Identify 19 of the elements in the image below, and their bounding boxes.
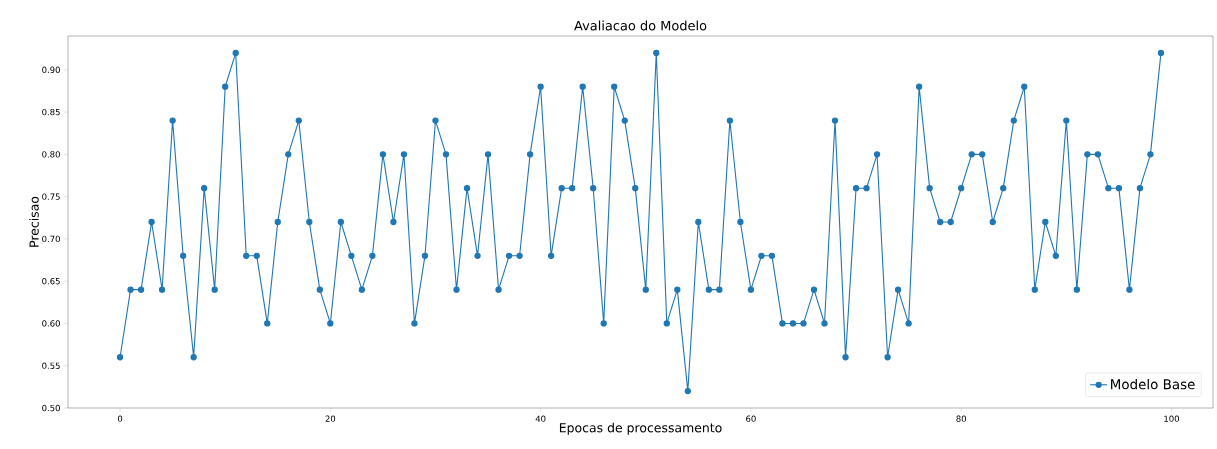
y-tick-label: 0.85 [42,108,60,116]
x-tick-label: 60 [746,415,756,422]
y-tick-label: 0.70 [42,235,60,243]
chart-title: Avaliacao do Modelo [574,20,707,31]
x-tick-label: 20 [325,415,336,422]
y-axis-title: Precisao [29,196,39,247]
y-tick-label: 0.80 [42,151,60,158]
y-tick-label: 0.65 [42,277,60,285]
y-tick-label: 0.60 [42,320,60,327]
y-tick-label: 0.50 [42,404,60,412]
x-tick-label: 40 [535,415,546,422]
legend-label: Modelo Base [1111,378,1195,390]
x-tick-label: 100 [1164,415,1179,422]
x-tick-label: 80 [956,415,967,422]
y-tick-label: 0.90 [42,66,60,74]
y-tick-label: 0.75 [42,193,60,200]
x-tick-label: 0 [117,415,123,422]
x-axis-title: Epocas de processamento [559,422,722,435]
y-tick-label: 0.55 [42,362,60,369]
